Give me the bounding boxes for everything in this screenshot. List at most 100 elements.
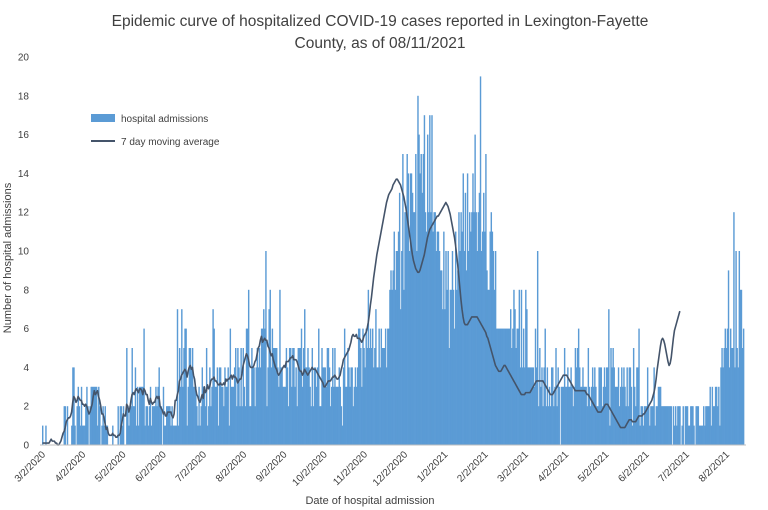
admission-bar [443,231,445,445]
admission-bar [637,367,639,445]
admission-bar [326,348,329,445]
admission-bar [219,367,222,445]
admission-bar [612,348,614,445]
admission-bar [460,212,462,445]
admission-bar [400,309,402,445]
x-tick-label: 1/2/2021 [415,449,451,485]
admission-bar [542,406,544,445]
admission-bar [577,328,580,445]
admission-bar [180,386,182,445]
admission-bar [538,406,540,445]
admission-bar [244,406,247,445]
admission-bar [549,406,552,445]
admission-bar [411,192,414,445]
admission-bar [229,328,232,445]
admission-bar [656,406,659,445]
admission-bar [192,386,195,445]
admission-bar [462,173,464,445]
admission-bar [447,251,449,445]
admission-bar [154,406,156,445]
admission-bar [384,328,387,445]
admission-bar [632,348,635,445]
admission-bar [237,348,239,445]
admission-bar [593,386,595,445]
admission-bar [546,367,549,445]
admission-bar [475,212,477,445]
admission-bar [550,367,553,445]
admission-bar [269,289,271,445]
x-tick-label: 9/2/2020 [254,449,290,485]
admission-bar [613,367,615,445]
admission-bar [226,386,228,445]
admission-bar [382,348,385,445]
admission-bar [272,348,275,445]
admission-bar [644,406,647,445]
admission-bar [235,348,237,445]
x-axis-title: Date of hospital admission [305,495,434,507]
admission-bar [425,231,428,445]
admission-bar [548,386,551,445]
admission-bar [222,386,224,445]
admission-bar [377,367,379,445]
admission-bar [285,348,288,445]
admission-bar [273,348,276,445]
y-tick-label: 20 [18,53,30,64]
admission-bar [709,386,711,445]
admission-bar [726,328,729,445]
admission-bar [434,212,436,445]
admission-bar [416,251,418,445]
admission-bar [190,367,193,445]
admission-bar [381,348,384,445]
admission-bar [321,348,323,445]
admission-bar [430,212,432,445]
admission-bar [540,386,542,445]
admission-bar [734,367,736,445]
admission-bar [438,251,441,445]
admission-bar [673,425,676,445]
admission-bar [532,367,535,445]
admission-bar [316,367,319,445]
admission-bar [500,328,502,445]
admission-bar [132,406,135,445]
admission-bar [451,251,454,445]
admission-bar [290,348,292,445]
admission-bar [553,406,555,445]
admission-bar [635,406,637,445]
admission-bar [484,231,486,445]
admission-bar [732,348,734,445]
admission-bar [636,367,638,445]
admission-bar [645,406,648,445]
admission-bar [225,386,227,445]
admission-bar [714,386,717,445]
y-tick-label: 14 [18,169,30,180]
admission-bar [404,212,406,445]
x-tick-label: 6/2/2020 [134,449,170,485]
admission-bar [340,406,343,445]
admission-bar [191,348,194,445]
admission-bar [697,406,700,445]
admission-bar [159,406,161,445]
admission-bar [127,406,129,445]
admission-bar [389,289,391,445]
admission-bar [176,309,179,445]
admission-bar [599,367,601,445]
admission-bar [483,192,485,445]
admission-bar [508,328,511,445]
admission-bar [129,406,131,445]
x-tick-label: 2/2/2021 [455,449,491,485]
admission-bar [184,328,186,445]
admission-bar [415,154,417,445]
admission-bar [77,386,80,445]
admission-bar [85,406,87,445]
admission-bar [365,328,367,445]
admission-bar [721,348,723,445]
admission-bar [465,270,468,445]
admission-bar [209,367,211,445]
admission-bar [519,367,522,445]
admission-bar [314,367,317,445]
admission-bar [90,386,92,445]
admission-bar [236,406,238,445]
admission-bar [435,251,438,445]
admission-bar [476,251,478,445]
admission-bar [453,328,456,445]
